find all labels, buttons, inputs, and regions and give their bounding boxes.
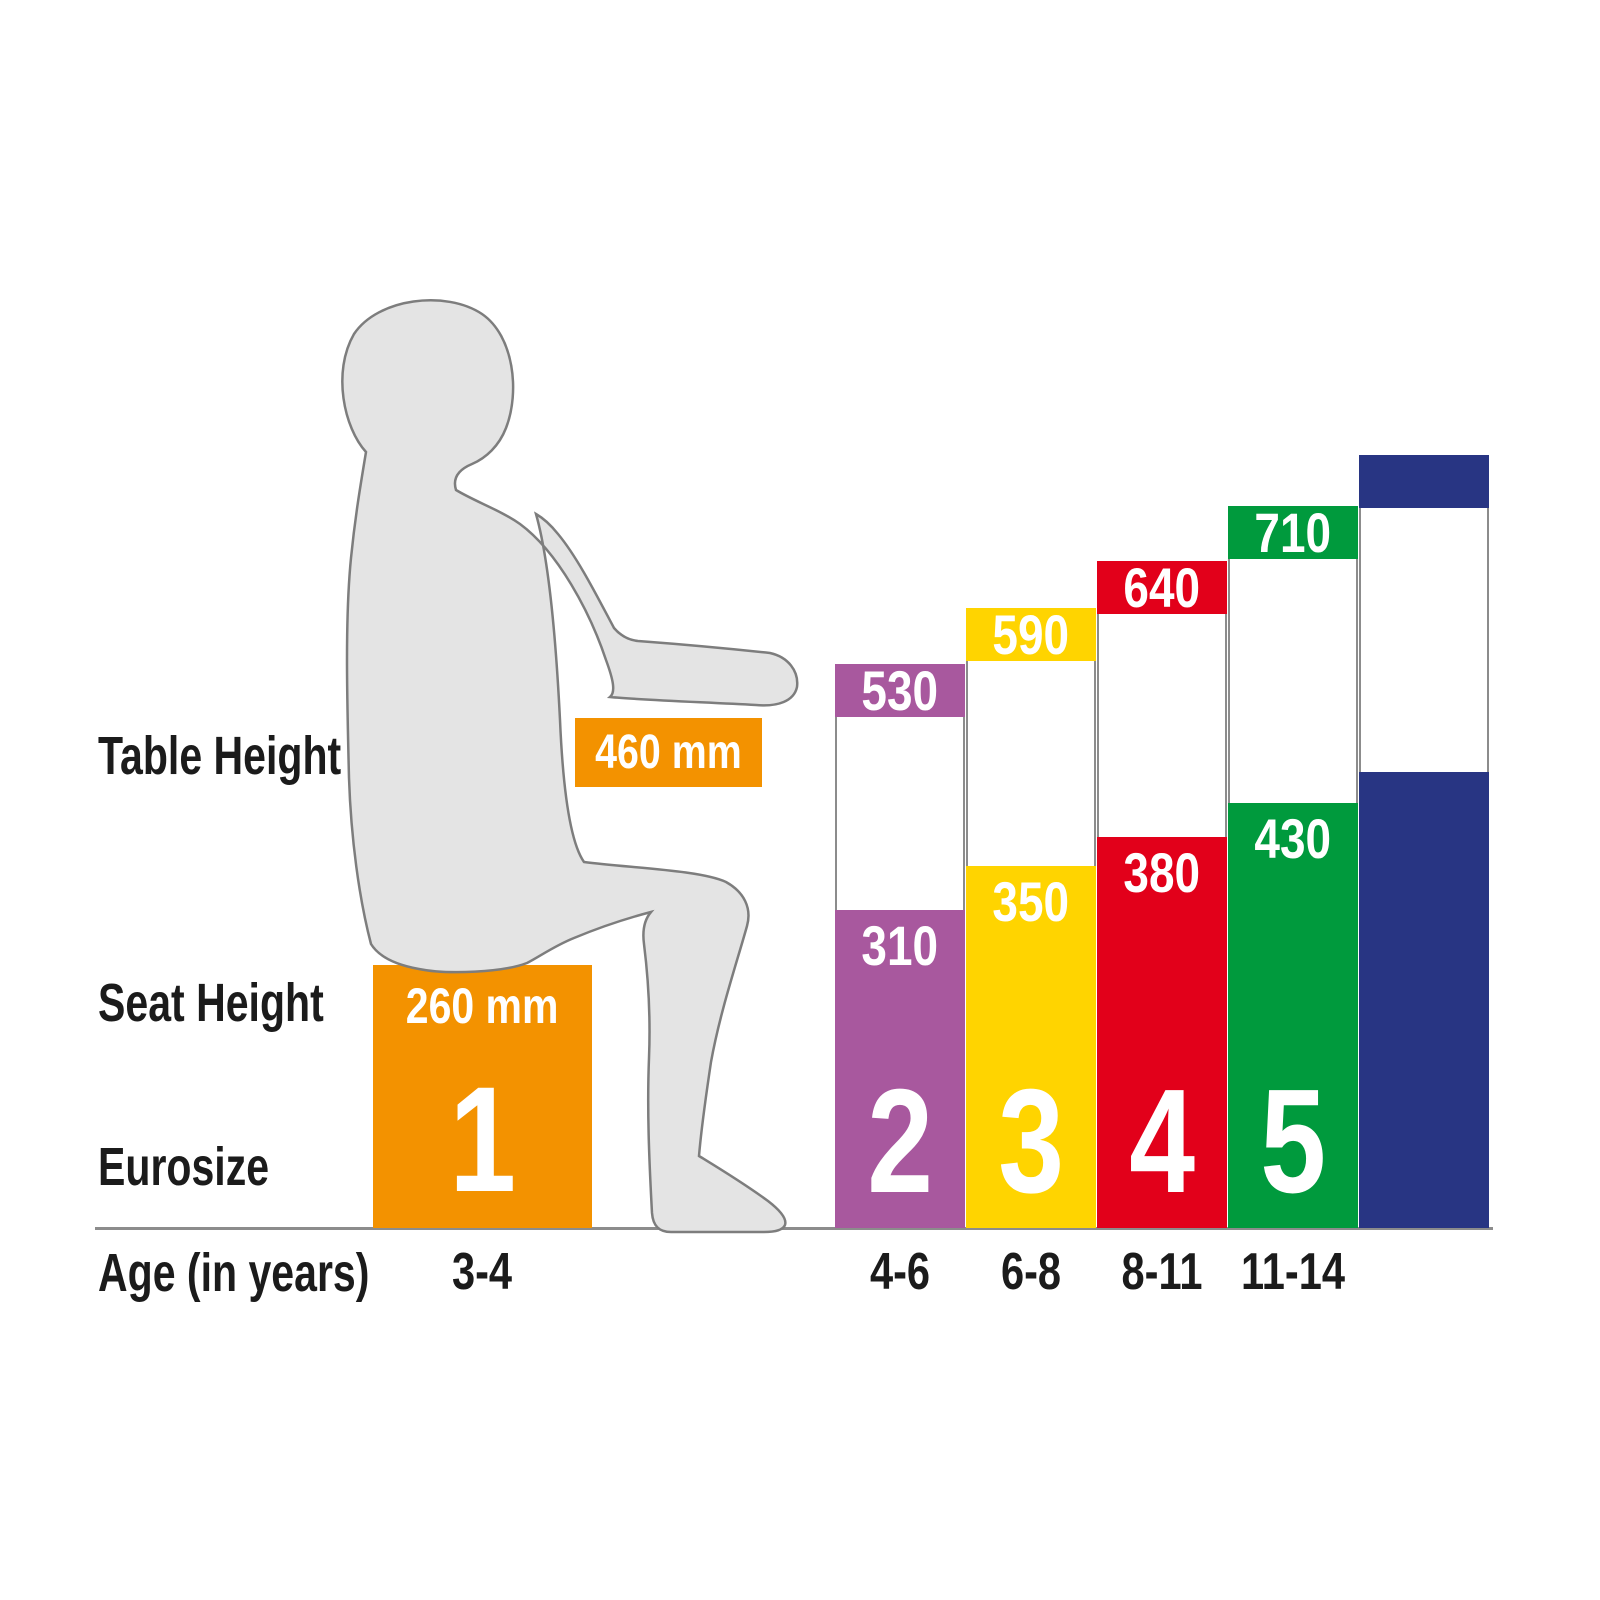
- column-gap: [966, 661, 1096, 866]
- baseline-rule: [95, 1227, 1493, 1230]
- eurosize-label: Eurosize: [98, 1137, 270, 1197]
- size1-eurosize-number: 1: [449, 1055, 516, 1223]
- seat-height-label: Seat Height: [98, 973, 324, 1033]
- eurosize-number: 2: [867, 1059, 933, 1224]
- eurosize-column-2: 530 310 2: [835, 0, 965, 1228]
- age-value-size3: 6-8: [1000, 1243, 1062, 1301]
- size1-table-height-value: 460 mm: [595, 726, 742, 779]
- eurosize-number: 5: [1260, 1059, 1326, 1224]
- column-gap: [835, 717, 965, 910]
- age-axis-label: Age (in years): [98, 1243, 370, 1303]
- eurosize-number: 4: [1129, 1059, 1195, 1224]
- column-gap: [1097, 614, 1227, 837]
- table-height-cap: 530: [835, 659, 965, 722]
- table-height-cap: [1359, 455, 1489, 508]
- table-height-label: Table Height: [98, 726, 342, 786]
- table-height-cap: 710: [1228, 501, 1358, 564]
- table-height-value: 640: [1123, 556, 1201, 619]
- seat-section: 310 2: [835, 910, 965, 1228]
- eurosize-column-3: 590 350 3: [966, 0, 1096, 1228]
- seat-height-value: 380: [1123, 841, 1201, 904]
- seat-section: 430 5: [1228, 803, 1358, 1228]
- eurosize-number: [1359, 1068, 1489, 1216]
- table-height-cap: 640: [1097, 556, 1227, 619]
- table-height-value: 710: [1254, 501, 1332, 564]
- seat-height-value: 430: [1254, 807, 1332, 870]
- size1-table-block: 460 mm: [575, 718, 762, 787]
- table-height-value: 590: [992, 603, 1070, 666]
- seat-height-value: 350: [992, 870, 1070, 933]
- table-height-cap: 590: [966, 603, 1096, 666]
- age-value-size1: 3-4: [451, 1243, 513, 1301]
- size1-seat-height-value: 260 mm: [406, 978, 559, 1034]
- seat-section: [1359, 772, 1489, 1228]
- eurosize-number: 3: [998, 1059, 1064, 1224]
- eurosize-column-6: [1359, 0, 1489, 1228]
- column-gap: [1359, 508, 1489, 772]
- age-value-size4: 8-11: [1121, 1243, 1203, 1301]
- age-value-size2: 4-6: [869, 1243, 931, 1301]
- column-gap: [1228, 559, 1358, 803]
- eurosize-column-4: 640 380 4: [1097, 0, 1227, 1228]
- seat-section: 350 3: [966, 866, 1096, 1228]
- size1-seat-block: 260 mm 1: [373, 965, 592, 1228]
- age-value-size5: 11-14: [1240, 1243, 1346, 1301]
- eurosize-column-5: 710 430 5: [1228, 0, 1358, 1228]
- seat-section: 380 4: [1097, 837, 1227, 1228]
- table-height-value: 530: [861, 659, 939, 722]
- seat-height-value: 310: [861, 914, 939, 977]
